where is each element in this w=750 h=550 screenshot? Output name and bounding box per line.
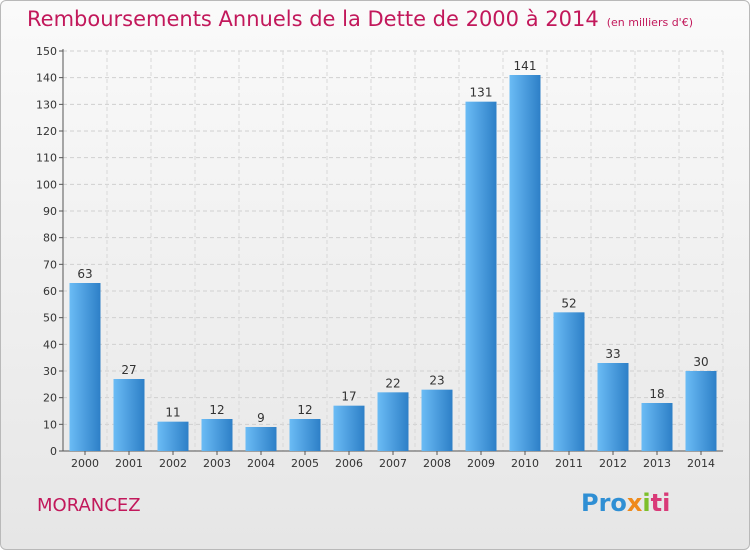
bar-2011 bbox=[553, 312, 585, 451]
x-tick-label-2008: 2008 bbox=[423, 457, 451, 470]
bar-2009 bbox=[465, 101, 497, 452]
bar-2005 bbox=[289, 419, 321, 451]
x-tick-label-2004: 2004 bbox=[247, 457, 275, 470]
y-tick-label: 90 bbox=[43, 205, 57, 218]
bar-2006 bbox=[333, 405, 365, 451]
bar-2013 bbox=[641, 403, 673, 451]
x-tick-label-2009: 2009 bbox=[467, 457, 495, 470]
value-label-2001: 27 bbox=[121, 363, 136, 377]
y-tick-label: 100 bbox=[36, 178, 57, 191]
value-label-2009: 131 bbox=[470, 86, 493, 100]
x-tick-label-2001: 2001 bbox=[115, 457, 143, 470]
logo-part-1: Pro bbox=[581, 489, 627, 517]
chart-title-text: Remboursements Annuels de la Dette de 20… bbox=[27, 7, 599, 31]
bar-2002 bbox=[157, 421, 189, 451]
bar-2004 bbox=[245, 427, 277, 451]
y-tick-label: 40 bbox=[43, 338, 57, 351]
x-tick-label-2007: 2007 bbox=[379, 457, 407, 470]
value-label-2007: 22 bbox=[385, 376, 400, 390]
value-label-2000: 63 bbox=[77, 267, 92, 281]
value-label-2010: 141 bbox=[514, 59, 537, 73]
value-label-2011: 52 bbox=[561, 296, 576, 310]
y-tick-label: 70 bbox=[43, 258, 57, 271]
x-tick-label-2003: 2003 bbox=[203, 457, 231, 470]
value-label-2004: 9 bbox=[257, 411, 265, 425]
bar-2014 bbox=[685, 371, 717, 451]
x-tick-label-2002: 2002 bbox=[159, 457, 187, 470]
bar-2000 bbox=[69, 283, 101, 451]
y-tick-label: 60 bbox=[43, 285, 57, 298]
bar-2010 bbox=[509, 75, 541, 451]
chart-unit: (en milliers d'€) bbox=[606, 16, 693, 29]
x-tick-label-2013: 2013 bbox=[643, 457, 671, 470]
x-tick-label-2005: 2005 bbox=[291, 457, 319, 470]
bars bbox=[69, 75, 717, 452]
x-tick-label-2006: 2006 bbox=[335, 457, 363, 470]
logo-part-4: ti bbox=[650, 489, 671, 517]
value-label-2003: 12 bbox=[209, 403, 224, 417]
y-tick-label: 120 bbox=[36, 125, 57, 138]
value-label-2006: 17 bbox=[341, 390, 356, 404]
value-label-2005: 12 bbox=[297, 403, 312, 417]
logo-part-2: x bbox=[626, 489, 643, 517]
bar-2012 bbox=[597, 363, 629, 451]
y-tick-label: 30 bbox=[43, 365, 57, 378]
x-tick-label-2012: 2012 bbox=[599, 457, 627, 470]
bar-2008 bbox=[421, 389, 453, 451]
proxiti-logo[interactable]: Proxiti bbox=[581, 489, 670, 517]
y-tick-label: 80 bbox=[43, 232, 57, 245]
x-tick-label-2000: 2000 bbox=[71, 457, 99, 470]
y-tick-label: 50 bbox=[43, 312, 57, 325]
commune-name: MORANCEZ bbox=[37, 495, 141, 516]
value-label-2002: 11 bbox=[165, 406, 180, 420]
bar-2003 bbox=[201, 419, 233, 451]
bar-2001 bbox=[113, 379, 145, 451]
y-tick-label: 20 bbox=[43, 392, 57, 405]
y-tick-label: 140 bbox=[36, 72, 57, 85]
x-tick-label-2014: 2014 bbox=[687, 457, 715, 470]
chart-title: Remboursements Annuels de la Dette de 20… bbox=[27, 7, 693, 31]
x-tick-label-2010: 2010 bbox=[511, 457, 539, 470]
axes: 0 10 20 30 40 50 60 70 80 90 100 110 120 130 140 150 200… bbox=[36, 45, 723, 470]
y-tick-label: 0 bbox=[50, 445, 57, 458]
logo-part-3: i bbox=[642, 489, 651, 517]
value-label-2012: 33 bbox=[605, 347, 620, 361]
y-tick-label: 150 bbox=[36, 45, 57, 58]
x-tick-label-2011: 2011 bbox=[555, 457, 583, 470]
bar-2007 bbox=[377, 392, 409, 451]
value-label-2013: 18 bbox=[649, 387, 664, 401]
value-label-2008: 23 bbox=[429, 374, 444, 388]
y-tick-label: 10 bbox=[43, 418, 57, 431]
y-tick-label: 130 bbox=[36, 98, 57, 111]
y-tick-label: 110 bbox=[36, 152, 57, 165]
value-label-2014: 30 bbox=[693, 355, 708, 369]
value-labels: 63 27 11 12 9 12 17 22 23 131 141 52 33 18 30 bbox=[77, 59, 708, 425]
